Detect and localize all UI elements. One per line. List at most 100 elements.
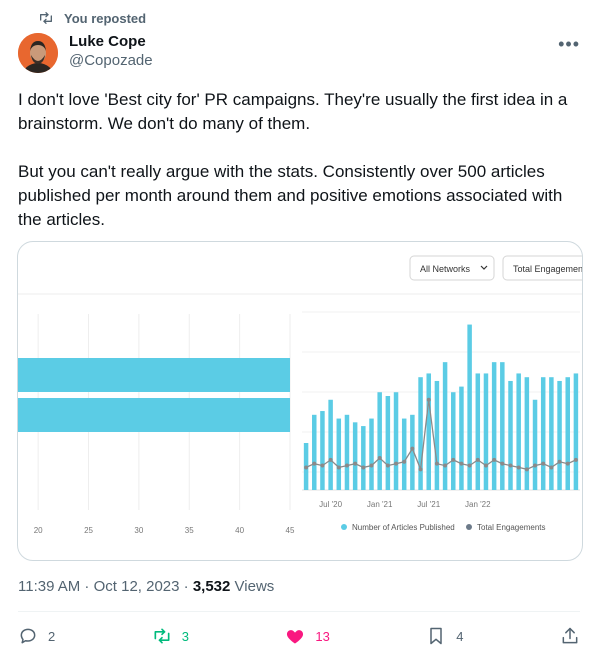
engagement-point [353,461,358,466]
right-chart-grid [302,311,580,491]
legend-engagements-label: Total Engagements [477,523,546,532]
article-bar [565,377,570,490]
engagement-point [426,397,431,402]
tweet-meta: 11:39 AM · Oct 12, 2023 · 3,532 Views [18,578,274,595]
article-bar [475,373,481,490]
article-bar [352,422,358,490]
engagement-point [377,456,382,461]
left-xtick-label: 45 [286,526,295,535]
article-bar [426,373,431,490]
engagement-point [443,463,448,468]
legend-articles-label: Number of Articles Published [352,523,455,532]
engagement-point [541,461,546,466]
left-bar [18,398,290,432]
engagement-point [328,457,333,462]
engagement-point [361,465,366,470]
article-bar [451,392,456,490]
article-bar [508,380,513,490]
metric-dropdown[interactable]: Total Engagemen [502,255,583,281]
engagement-point [402,459,407,464]
reply-icon [20,628,36,644]
author-handle[interactable]: @Copozade [69,52,153,69]
engagement-point [312,461,317,466]
right-xtick-label: Jan '21 [367,500,393,509]
article-bar [467,324,472,490]
article-bar [344,414,350,490]
views-count: 3,532 [192,578,231,595]
engagement-point [483,463,488,468]
divider [18,611,580,612]
engagement-point [508,463,513,468]
article-bar [524,377,530,490]
article-bar [328,399,333,490]
article-bar [532,399,538,490]
left-xtick-label: 20 [34,526,43,535]
right-chart-xticks: Jul '20 Jan '21 Jul '21 Jan '22 [319,500,491,509]
bookmark-button[interactable]: 4 [426,626,464,646]
repost-button[interactable]: 3 [152,626,189,646]
legend-swatch-articles [341,524,347,530]
share-icon [562,627,578,644]
author-block[interactable]: Luke Cope @Copozade [69,33,153,71]
reply-count: 2 [48,628,56,644]
engagement-point [336,465,341,470]
like-count: 13 [315,628,330,644]
author-name[interactable]: Luke Cope [69,33,146,50]
right-xtick-label: Jan '22 [465,500,491,509]
article-bar [459,386,464,490]
engagement-point [549,465,554,470]
left-chart-bars [18,358,290,432]
engagement-point [344,463,349,468]
left-xtick-label: 30 [134,526,143,535]
networks-dropdown-label: All Networks [420,264,471,274]
article-bar [336,418,342,490]
engagement-point [304,465,309,470]
engagement-point [418,467,423,472]
repost-label: You reposted [64,10,147,26]
engagement-point [459,461,464,466]
views-label: Views [230,578,275,595]
article-bar [393,392,399,490]
right-xtick-label: Jul '21 [417,500,440,509]
action-bar: 2 3 13 4 [18,622,580,650]
bookmark-count: 4 [456,628,464,644]
article-bar [401,418,407,490]
right-chart-line [304,397,578,472]
engagement-point [573,457,578,462]
engagement-point [524,467,529,472]
share-button[interactable] [560,626,580,646]
more-options-icon[interactable]: ••• [558,34,580,54]
article-bar [549,377,554,490]
article-bar [573,373,579,490]
article-bar [361,426,366,490]
left-xtick-label: 40 [235,526,244,535]
bookmark-icon [430,627,443,645]
repost-icon [40,12,52,24]
networks-dropdown[interactable]: All Networks [409,255,495,281]
engagement-point [394,461,399,466]
repost-indicator: You reposted [38,10,146,26]
avatar[interactable] [18,33,58,73]
article-bar [377,392,382,490]
right-xtick-label: Jul '20 [319,500,342,509]
article-bar [312,414,317,490]
article-bar [418,377,423,490]
engagement-point [467,463,472,468]
engagement-point [451,457,456,462]
tweet-timestamp[interactable]: 11:39 AM · Oct 12, 2023 · [18,578,193,595]
engagement-point [410,446,415,451]
heart-icon [287,630,304,644]
reply-button[interactable]: 2 [18,626,55,646]
article-bar [483,373,489,490]
article-bar [320,411,325,490]
retweet-icon [154,628,170,644]
engagement-point [385,463,390,468]
like-button[interactable]: 13 [285,626,330,646]
engagement-point [475,457,480,462]
tweet-media-image[interactable]: All Networks Total Engagemen 20 25 30 35 40 4… [17,241,583,561]
tweet-text: I don't love 'Best city for' PR campaign… [18,90,568,229]
chevron-down-icon [480,265,488,270]
article-bar [385,396,391,490]
engagement-point [369,463,374,468]
article-bar [410,414,415,490]
